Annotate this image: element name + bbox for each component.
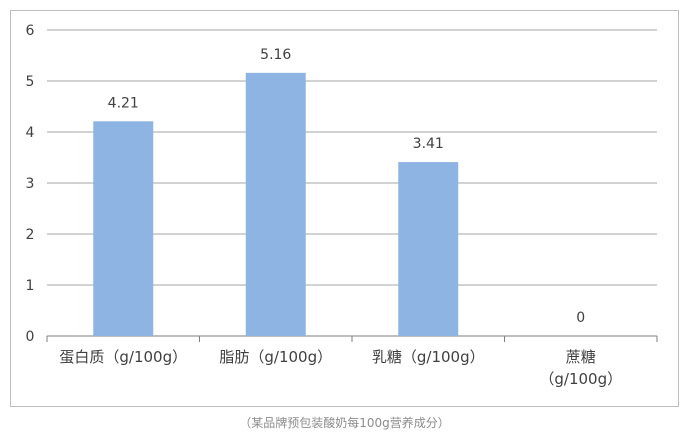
- bar-0: [93, 121, 154, 336]
- y-tick-label: 4: [26, 125, 35, 141]
- y-tick-label: 1: [26, 278, 35, 294]
- data-label: 4.21: [108, 95, 139, 111]
- x-tick-label: 乳糖（g/100g）: [372, 348, 485, 366]
- x-tick-label: （g/100g）: [539, 370, 622, 388]
- x-tick-label: 脂肪（g/100g）: [219, 348, 332, 366]
- x-tick-label: 蔗糖: [566, 348, 596, 366]
- y-tick-label: 0: [26, 329, 35, 345]
- bar-1: [245, 72, 306, 336]
- y-tick-label: 6: [26, 23, 35, 39]
- data-label: 3.41: [413, 136, 444, 152]
- y-tick-label: 5: [26, 74, 35, 90]
- y-tick-label: 3: [26, 176, 35, 192]
- bar-2: [398, 162, 459, 336]
- data-label: 5.16: [260, 47, 291, 63]
- data-label: 0: [576, 310, 585, 326]
- y-tick-label: 2: [26, 227, 35, 243]
- x-tick-label: 蛋白质（g/100g）: [59, 348, 187, 366]
- chart-caption: （某品牌预包装酸奶每100g营养成分）: [239, 416, 450, 430]
